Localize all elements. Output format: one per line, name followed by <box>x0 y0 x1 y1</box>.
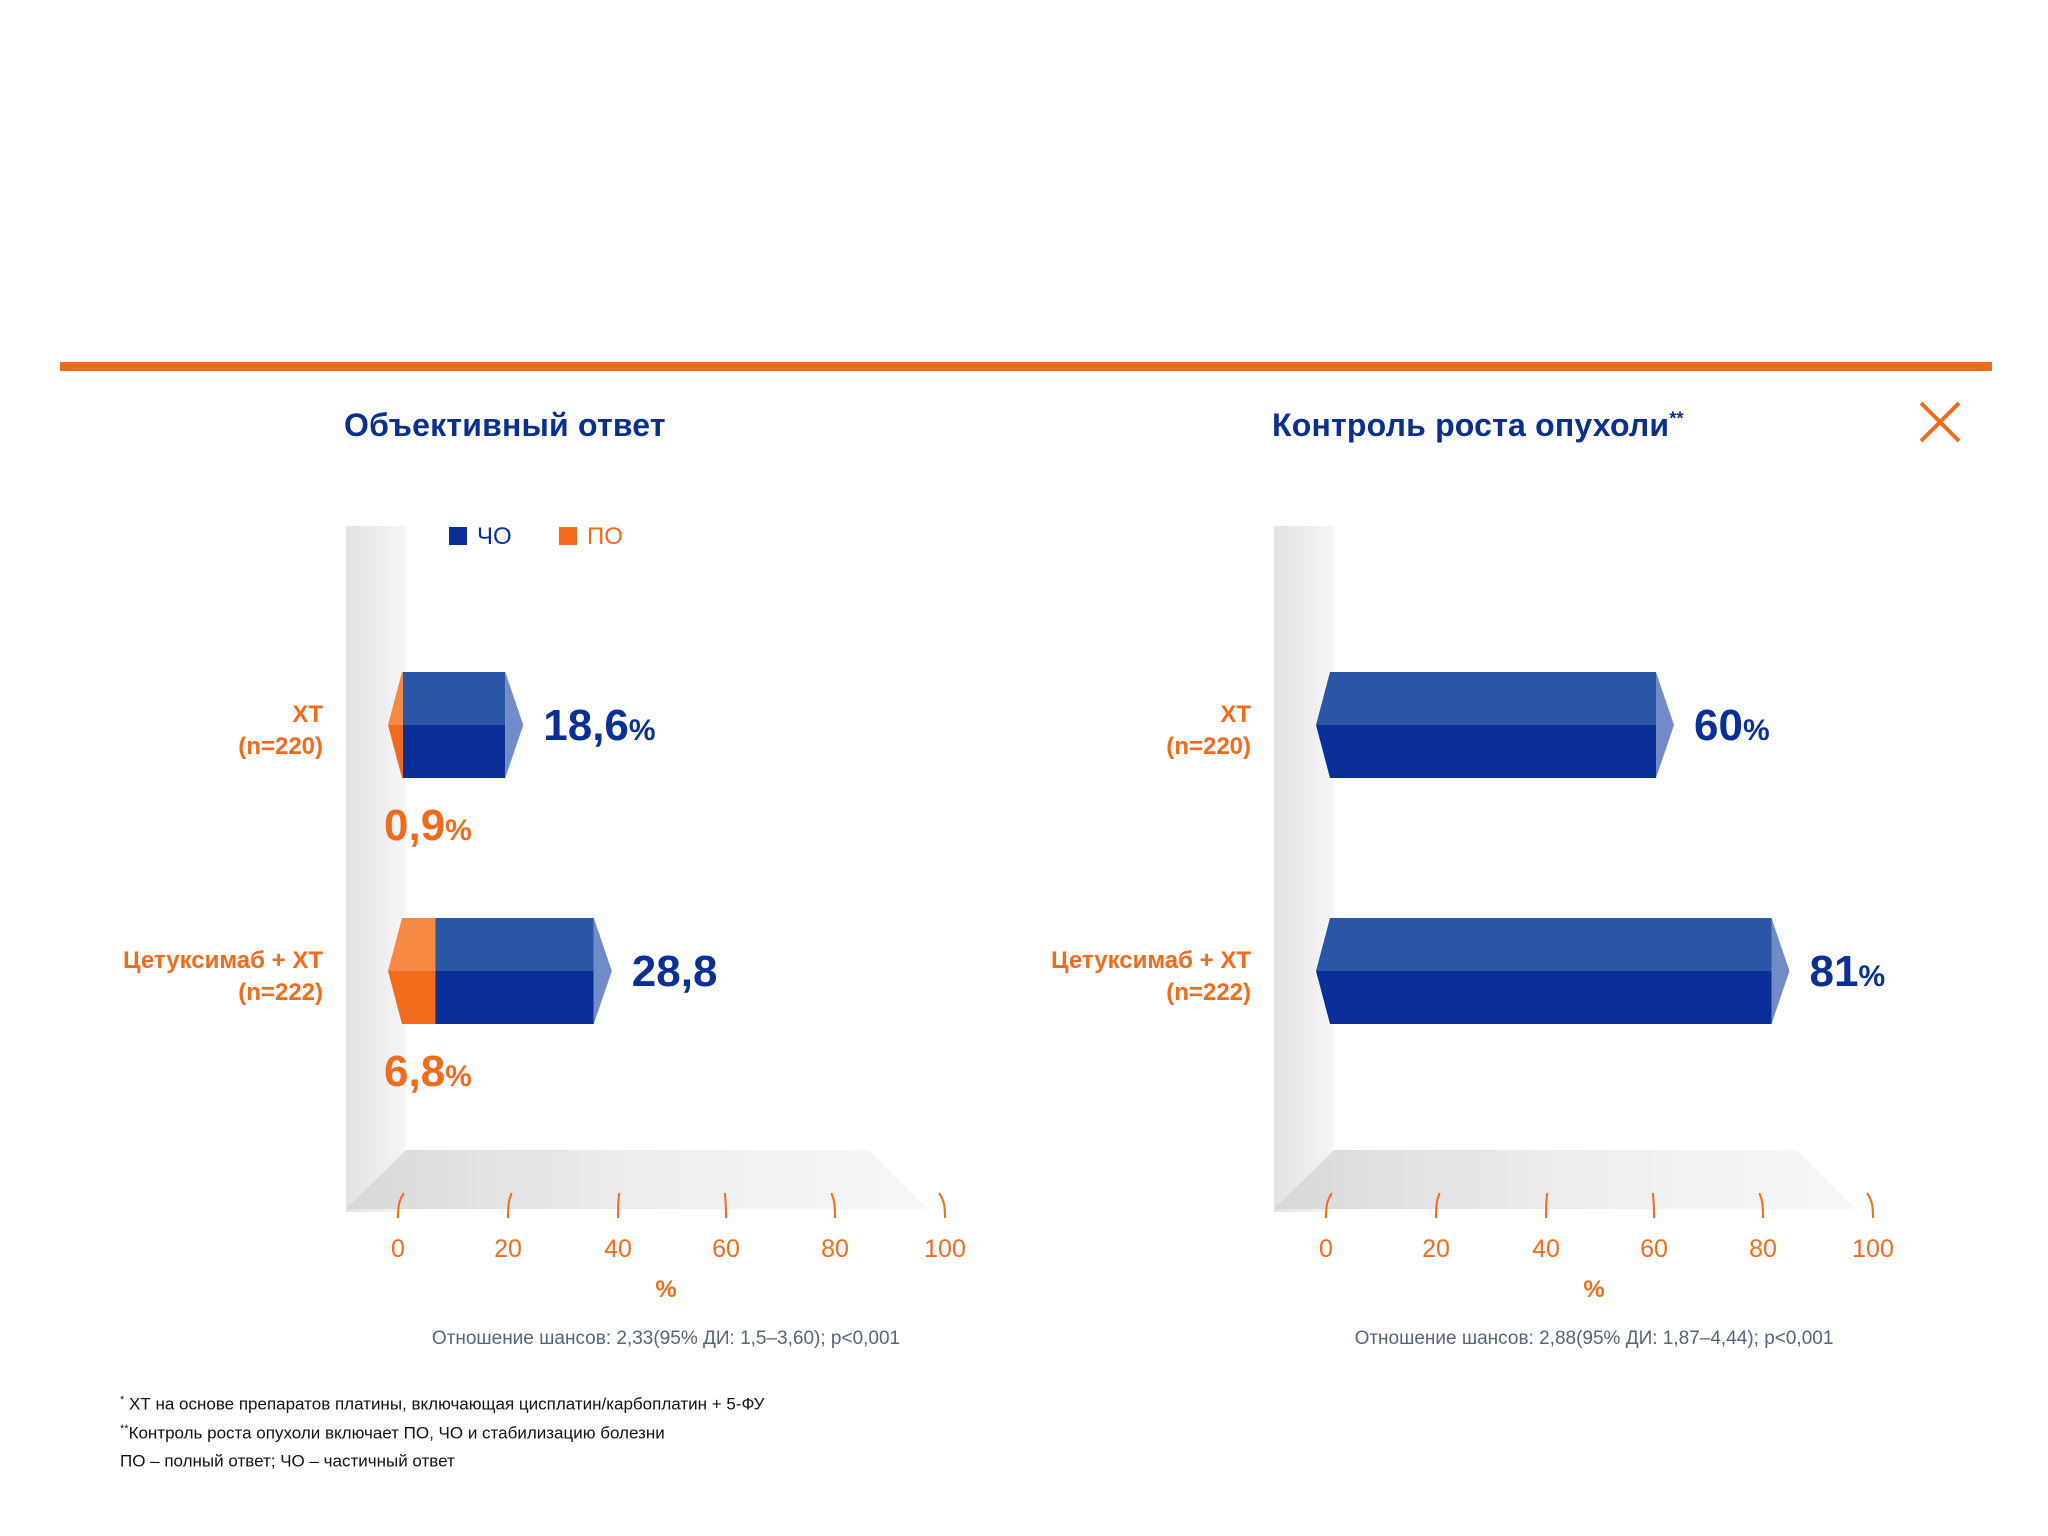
legend-swatch <box>449 527 467 545</box>
bar-value-label-complete: 6,8% <box>384 1047 472 1096</box>
bar-end-cap <box>593 918 612 1024</box>
chart-floor <box>1274 1150 1856 1209</box>
x-tick-mark <box>397 1192 405 1219</box>
bar-value-unit: % <box>445 814 472 847</box>
x-tick-mark <box>1545 1192 1549 1219</box>
bar-segment-top <box>435 918 594 971</box>
x-tick-mark <box>830 1192 836 1219</box>
category-n-label: (n=220) <box>238 733 323 760</box>
x-tick-label: 20 <box>494 1235 522 1263</box>
bar-segment-bottom <box>402 725 506 778</box>
bar-segment-bottom <box>388 971 436 1024</box>
bar-value-unit: % <box>1743 714 1770 747</box>
bar-segment-top <box>1316 672 1656 725</box>
x-tick-label: 40 <box>604 1235 632 1263</box>
panel-title-tumor-control: Контроль роста опухоли** <box>1272 407 1684 444</box>
panel-title-objective-response: Объективный ответ <box>344 407 666 444</box>
x-tick-mark <box>938 1192 946 1219</box>
x-tick-mark <box>617 1192 621 1219</box>
footnotes: * ХТ на основе препаратов платины, включ… <box>120 1388 764 1474</box>
bar-value-label: 60% <box>1694 701 1770 750</box>
bar-segment-bottom <box>1316 725 1656 778</box>
panel-title-text: Контроль роста опухоли <box>1272 407 1670 443</box>
chart-back-wall <box>1274 526 1334 1212</box>
bar-value-unit: % <box>1858 960 1885 993</box>
bar-end-cap <box>1656 672 1674 778</box>
x-tick-mark <box>1651 1192 1655 1219</box>
x-axis-label: % <box>655 1276 676 1303</box>
bar-value-unit: % <box>629 714 656 747</box>
bar-end-cap <box>1771 918 1790 1024</box>
x-tick-mark <box>507 1192 513 1219</box>
bar-segment-top <box>388 672 403 725</box>
bar-segment-top <box>388 918 436 971</box>
x-tick-label: 0 <box>1319 1235 1333 1263</box>
x-tick-mark <box>1866 1192 1874 1219</box>
bar-segment-top <box>1316 918 1772 971</box>
category-n-label: (n=220) <box>1166 733 1251 760</box>
bar-value-unit: % <box>445 1060 472 1093</box>
footnote-1: * ХТ на основе препаратов платины, включ… <box>120 1394 765 1414</box>
close-icon[interactable] <box>1918 400 1962 444</box>
chart-panel-2: 0 20 40 60 80 100% Отношение шансов: 2,88(95% … <box>1051 526 1894 1349</box>
legend-label: ПО <box>587 523 623 550</box>
x-tick-label: 80 <box>1749 1235 1777 1263</box>
x-tick-label: 0 <box>391 1235 405 1263</box>
category-n-label: (n=222) <box>238 979 323 1006</box>
x-axis-label: % <box>1583 1276 1604 1303</box>
legend-swatch <box>559 527 577 545</box>
category-label: ХТ <box>292 701 323 728</box>
x-tick-label: 80 <box>821 1235 849 1263</box>
bar-value-label: 81% <box>1810 947 1886 996</box>
footnote-3: ПО – полный ответ; ЧО – частичный ответ <box>120 1451 455 1471</box>
x-tick-mark <box>1325 1192 1333 1219</box>
panel-title-text: Объективный ответ <box>344 407 666 443</box>
bar-segment-bottom <box>388 725 403 778</box>
legend-label: ЧО <box>477 523 512 550</box>
odds-ratio-caption: Отношение шансов: 2,33(95% ДИ: 1,5–3,60)… <box>432 1328 900 1349</box>
x-tick-mark <box>1758 1192 1764 1219</box>
x-tick-label: 60 <box>1640 1235 1668 1263</box>
x-tick-label: 60 <box>712 1235 740 1263</box>
odds-ratio-caption: Отношение шансов: 2,88(95% ДИ: 1,87–4,44… <box>1355 1328 1834 1349</box>
bar-value-label-complete: 0,9% <box>384 801 472 850</box>
x-tick-label: 20 <box>1422 1235 1450 1263</box>
x-tick-label: 100 <box>1852 1235 1894 1263</box>
chart-floor <box>346 1150 928 1209</box>
bar-value-label: 28,8 <box>632 947 718 996</box>
bar-segment-top <box>402 672 506 725</box>
bar-segment-bottom <box>435 971 594 1024</box>
x-tick-mark <box>723 1192 727 1219</box>
category-label: ХТ <box>1220 701 1251 728</box>
category-label: Цетуксимаб + ХТ <box>123 947 323 974</box>
bar-value-label: 18,6% <box>543 701 655 750</box>
bar-end-cap <box>505 672 524 778</box>
x-tick-mark <box>1435 1192 1441 1219</box>
category-n-label: (n=222) <box>1166 979 1251 1006</box>
category-label: Цетуксимаб + ХТ <box>1051 947 1251 974</box>
x-tick-label: 40 <box>1532 1235 1560 1263</box>
chart-panel-1: 0 20 40 60 80 100% Отношение шансов: 2,33(95% … <box>123 523 966 1349</box>
footnote-2: **Контроль роста опухоли включает ПО, ЧО… <box>120 1422 665 1443</box>
x-tick-label: 100 <box>924 1235 966 1263</box>
chart-back-wall <box>346 526 406 1212</box>
bar-segment-bottom <box>1316 971 1772 1024</box>
panel-title-sup: ** <box>1669 408 1684 429</box>
top-accent-rule <box>60 362 1992 371</box>
